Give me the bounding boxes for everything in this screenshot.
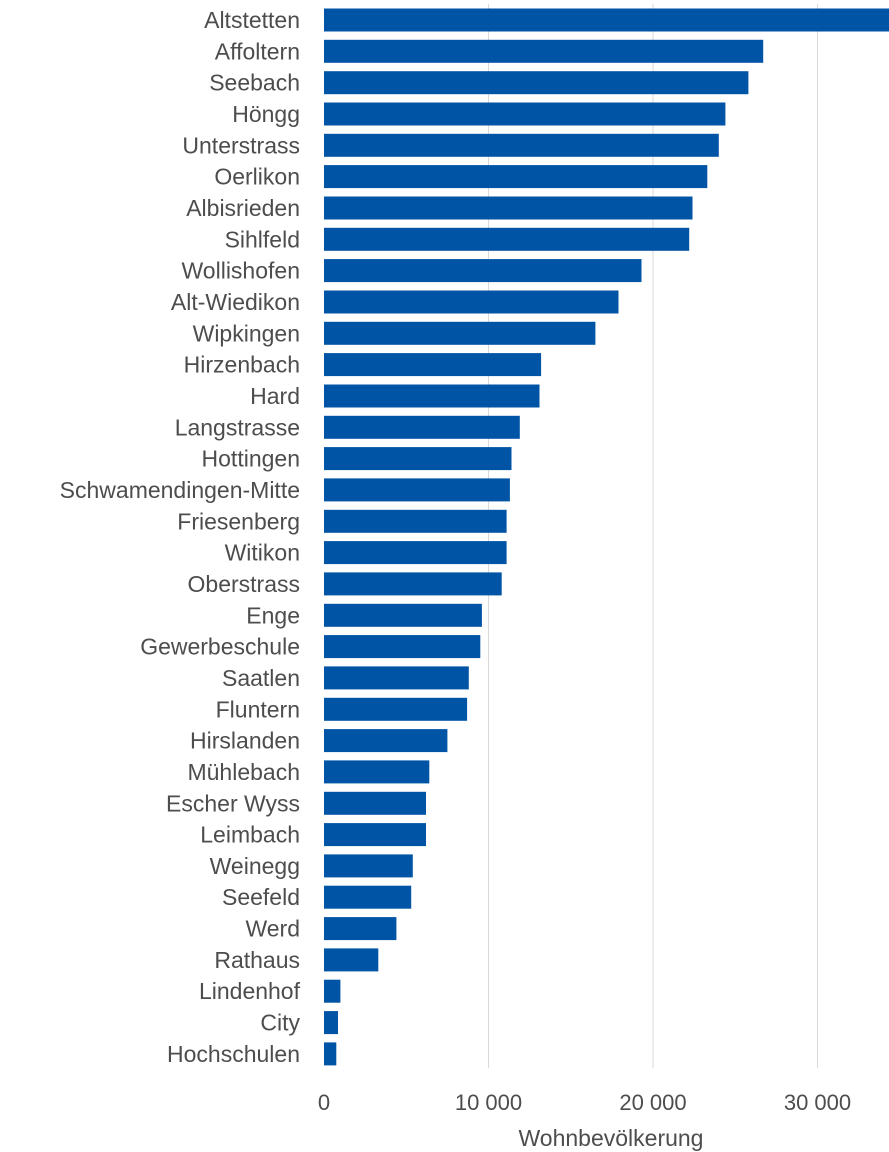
category-label: Enge <box>246 602 300 628</box>
bar <box>324 948 379 972</box>
x-tick-labels: 0 10 000 20 000 30 000 <box>318 1090 851 1115</box>
category-label: Werd <box>245 916 300 942</box>
bar <box>324 384 540 408</box>
category-label: Hirslanden <box>190 728 300 754</box>
bar <box>324 447 512 471</box>
bar <box>324 572 502 596</box>
bar <box>324 102 726 126</box>
x-tick-label: 0 <box>318 1090 330 1115</box>
category-label: Oerlikon <box>214 164 300 190</box>
bar <box>324 917 397 941</box>
category-label: Hottingen <box>202 446 300 472</box>
bar <box>324 635 481 659</box>
bar <box>324 697 468 721</box>
category-label: Affoltern <box>215 38 300 64</box>
category-label: Hirzenbach <box>184 352 300 378</box>
bar <box>324 760 430 784</box>
bar <box>324 353 542 377</box>
category-label: Wipkingen <box>193 320 300 346</box>
category-label: Altstetten <box>204 7 300 33</box>
bar <box>324 321 596 345</box>
category-label: Alt-Wiedikon <box>171 289 300 315</box>
bar <box>324 415 520 439</box>
category-label: Mühlebach <box>187 759 300 785</box>
category-label: Weinegg <box>210 853 300 879</box>
category-label: Sihlfeld <box>225 226 300 252</box>
x-axis-title: Wohnbevölkerung <box>519 1125 704 1151</box>
category-label: Friesenberg <box>177 508 300 534</box>
bar <box>324 133 719 157</box>
category-label: Oberstrass <box>188 571 300 597</box>
bar <box>324 603 482 627</box>
bar <box>324 71 749 95</box>
bar <box>324 979 341 1003</box>
bar <box>324 165 708 189</box>
category-label: Höngg <box>232 101 300 127</box>
bar <box>324 854 413 878</box>
bar <box>324 1011 338 1035</box>
category-label: Gewerbeschule <box>140 634 300 660</box>
category-label: Langstrasse <box>175 414 300 440</box>
bar <box>324 478 510 502</box>
category-label: Unterstrass <box>182 132 300 158</box>
bars <box>324 8 889 1066</box>
bar <box>324 227 690 251</box>
gridlines <box>488 4 818 1068</box>
x-tick-label: 10 000 <box>455 1090 522 1115</box>
bar <box>324 196 693 220</box>
category-label: Fluntern <box>216 696 300 722</box>
category-label: Seebach <box>209 70 300 96</box>
category-label: Schwamendingen-Mitte <box>60 477 300 503</box>
category-label: Albisrieden <box>186 195 300 221</box>
bar <box>324 1042 337 1066</box>
bar <box>324 666 469 690</box>
x-tick-label: 20 000 <box>619 1090 686 1115</box>
bar <box>324 791 426 815</box>
category-label: Rathaus <box>214 947 300 973</box>
bar <box>324 541 507 565</box>
category-label: Witikon <box>225 540 300 566</box>
category-label: Wollishofen <box>182 258 300 284</box>
bar <box>324 885 412 909</box>
category-label: City <box>260 1010 300 1036</box>
category-label: Hard <box>250 383 300 409</box>
x-tick-label: 30 000 <box>784 1090 851 1115</box>
bar <box>324 290 619 314</box>
category-label: Escher Wyss <box>166 790 300 816</box>
bar <box>324 729 448 753</box>
category-label: Lindenhof <box>199 978 301 1004</box>
bar <box>324 8 889 32</box>
bar <box>324 259 642 283</box>
category-label: Hochschulen <box>167 1041 300 1067</box>
category-label: Seefeld <box>222 884 300 910</box>
category-label: Saatlen <box>222 665 300 691</box>
bar <box>324 823 426 847</box>
bar <box>324 39 764 63</box>
category-label: Leimbach <box>200 822 300 848</box>
bar <box>324 509 507 533</box>
category-labels: Altstetten Affoltern Seebach Höngg Unterstra… <box>60 7 301 1067</box>
